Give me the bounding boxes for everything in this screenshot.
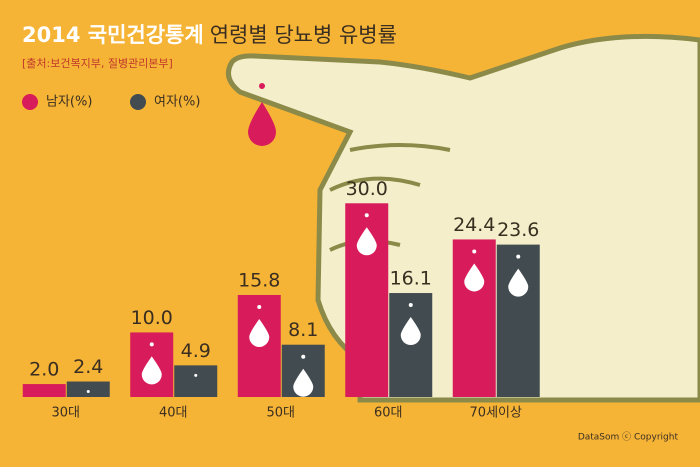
value-label: 2.4 (73, 356, 103, 378)
drop-icon (249, 318, 270, 347)
chart-title: 2014 국민건강통계 연령별 당뇨병 유병률 (22, 23, 397, 47)
value-label: 10.0 (131, 307, 173, 329)
drop-dot (194, 373, 198, 377)
value-label: 30.0 (346, 178, 388, 200)
title-part: 2014 국민건강통계 (22, 23, 204, 47)
legend-swatch (130, 94, 146, 110)
x-tick-label: 60대 (374, 406, 403, 421)
value-label: 16.1 (390, 268, 432, 290)
drop-dot (301, 354, 306, 359)
drop-dot (149, 342, 154, 347)
value-label: 15.8 (238, 269, 280, 291)
bar (66, 381, 110, 397)
drop-dot (257, 304, 262, 309)
value-label: 2.0 (29, 359, 59, 381)
source: [출처:보건복지부, 질병관리본부] (22, 57, 173, 70)
bar (452, 239, 496, 397)
bar (174, 365, 218, 397)
bar (496, 244, 540, 397)
drop-icon (508, 268, 529, 297)
legend-label: 여자(%) (154, 95, 200, 110)
drop-dot (472, 249, 477, 254)
drop-icon (356, 227, 377, 256)
value-label: 4.9 (181, 340, 211, 362)
drop-dot (516, 254, 521, 259)
x-tick-label: 30대 (51, 406, 80, 421)
legend-swatch (22, 94, 38, 110)
drop-icon (464, 263, 485, 292)
drop-dot (364, 213, 369, 218)
drop-icon (400, 317, 421, 346)
legend-label: 남자(%) (46, 95, 92, 110)
value-label: 23.6 (497, 219, 539, 241)
x-tick-label: 70세이상 (470, 406, 522, 421)
drop-icon (293, 368, 314, 397)
x-tick-label: 40대 (159, 406, 188, 421)
title-part: 연령별 당뇨병 유병률 (210, 23, 397, 47)
bar (22, 384, 66, 397)
footer: DataSom ⓒ Copyright (578, 432, 679, 443)
drop-icon (141, 356, 162, 385)
value-label: 8.1 (288, 319, 318, 341)
drop-dot (408, 303, 413, 308)
drop-dot (86, 390, 90, 394)
x-tick-label: 50대 (266, 406, 295, 421)
value-label: 24.4 (453, 214, 495, 236)
